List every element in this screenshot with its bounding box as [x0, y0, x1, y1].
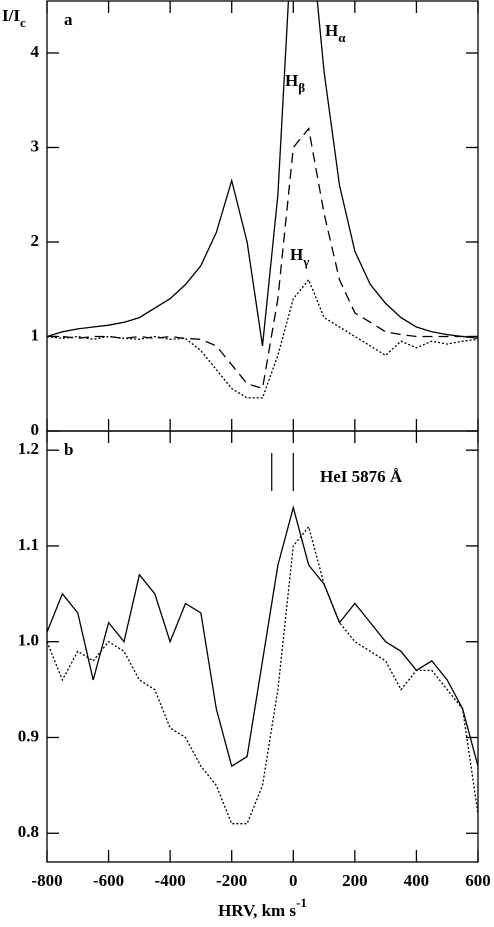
- panel-label: a: [64, 10, 73, 29]
- y-tick-label: 0.9: [18, 726, 39, 745]
- x-tick-label: 0: [289, 871, 298, 890]
- series-line: [47, 1, 478, 346]
- x-axis-label-main: HRV, km s: [218, 901, 296, 920]
- series-line: [47, 505, 478, 768]
- annotation: Hα: [325, 21, 346, 45]
- annotation-main: HeI 5876 Å: [320, 467, 403, 486]
- y-tick-label: 0: [31, 420, 40, 439]
- panel-label: b: [64, 440, 73, 459]
- x-tick-label: 400: [404, 871, 430, 890]
- x-tick-label: 200: [342, 871, 368, 890]
- annotation-sub: γ: [302, 254, 309, 269]
- annotation: Hγ: [290, 245, 309, 269]
- frame: [46, 430, 479, 863]
- annotation-main: H: [285, 71, 298, 90]
- y-tick-label: 2: [31, 231, 40, 250]
- annotation-main: H: [290, 245, 303, 264]
- x-tick-label: -800: [31, 871, 62, 890]
- y-tick-label: 1.2: [18, 439, 39, 458]
- y-axis-label-sub: c: [20, 15, 26, 30]
- x-tick-label: -400: [155, 871, 186, 890]
- x-axis-label-sup: -1: [296, 895, 307, 910]
- series-line: [47, 278, 478, 399]
- y-tick-label: 3: [31, 136, 40, 155]
- annotation: Hβ: [285, 71, 305, 95]
- annotation-sub: β: [298, 80, 305, 95]
- y-tick-label: 1.0: [18, 631, 39, 650]
- series-line: [47, 127, 478, 390]
- y-tick-label: 4: [31, 42, 40, 61]
- y-tick-label: 1.1: [18, 535, 39, 554]
- annotation-main: H: [325, 21, 338, 40]
- series-line: [47, 525, 478, 825]
- y-axis-label: I/Ic: [2, 6, 26, 30]
- x-axis-label: HRV, km s-1: [218, 895, 307, 920]
- annotation: HeI 5876 Å: [320, 467, 403, 486]
- x-tick-label: 600: [465, 871, 491, 890]
- x-tick-label: -200: [216, 871, 247, 890]
- annotation-sub: α: [338, 30, 346, 45]
- frame: [46, 0, 479, 432]
- y-tick-label: 0.8: [18, 822, 39, 841]
- y-tick-label: 1: [31, 325, 40, 344]
- y-axis-label-main: I/I: [2, 6, 20, 25]
- x-tick-label: -600: [93, 871, 124, 890]
